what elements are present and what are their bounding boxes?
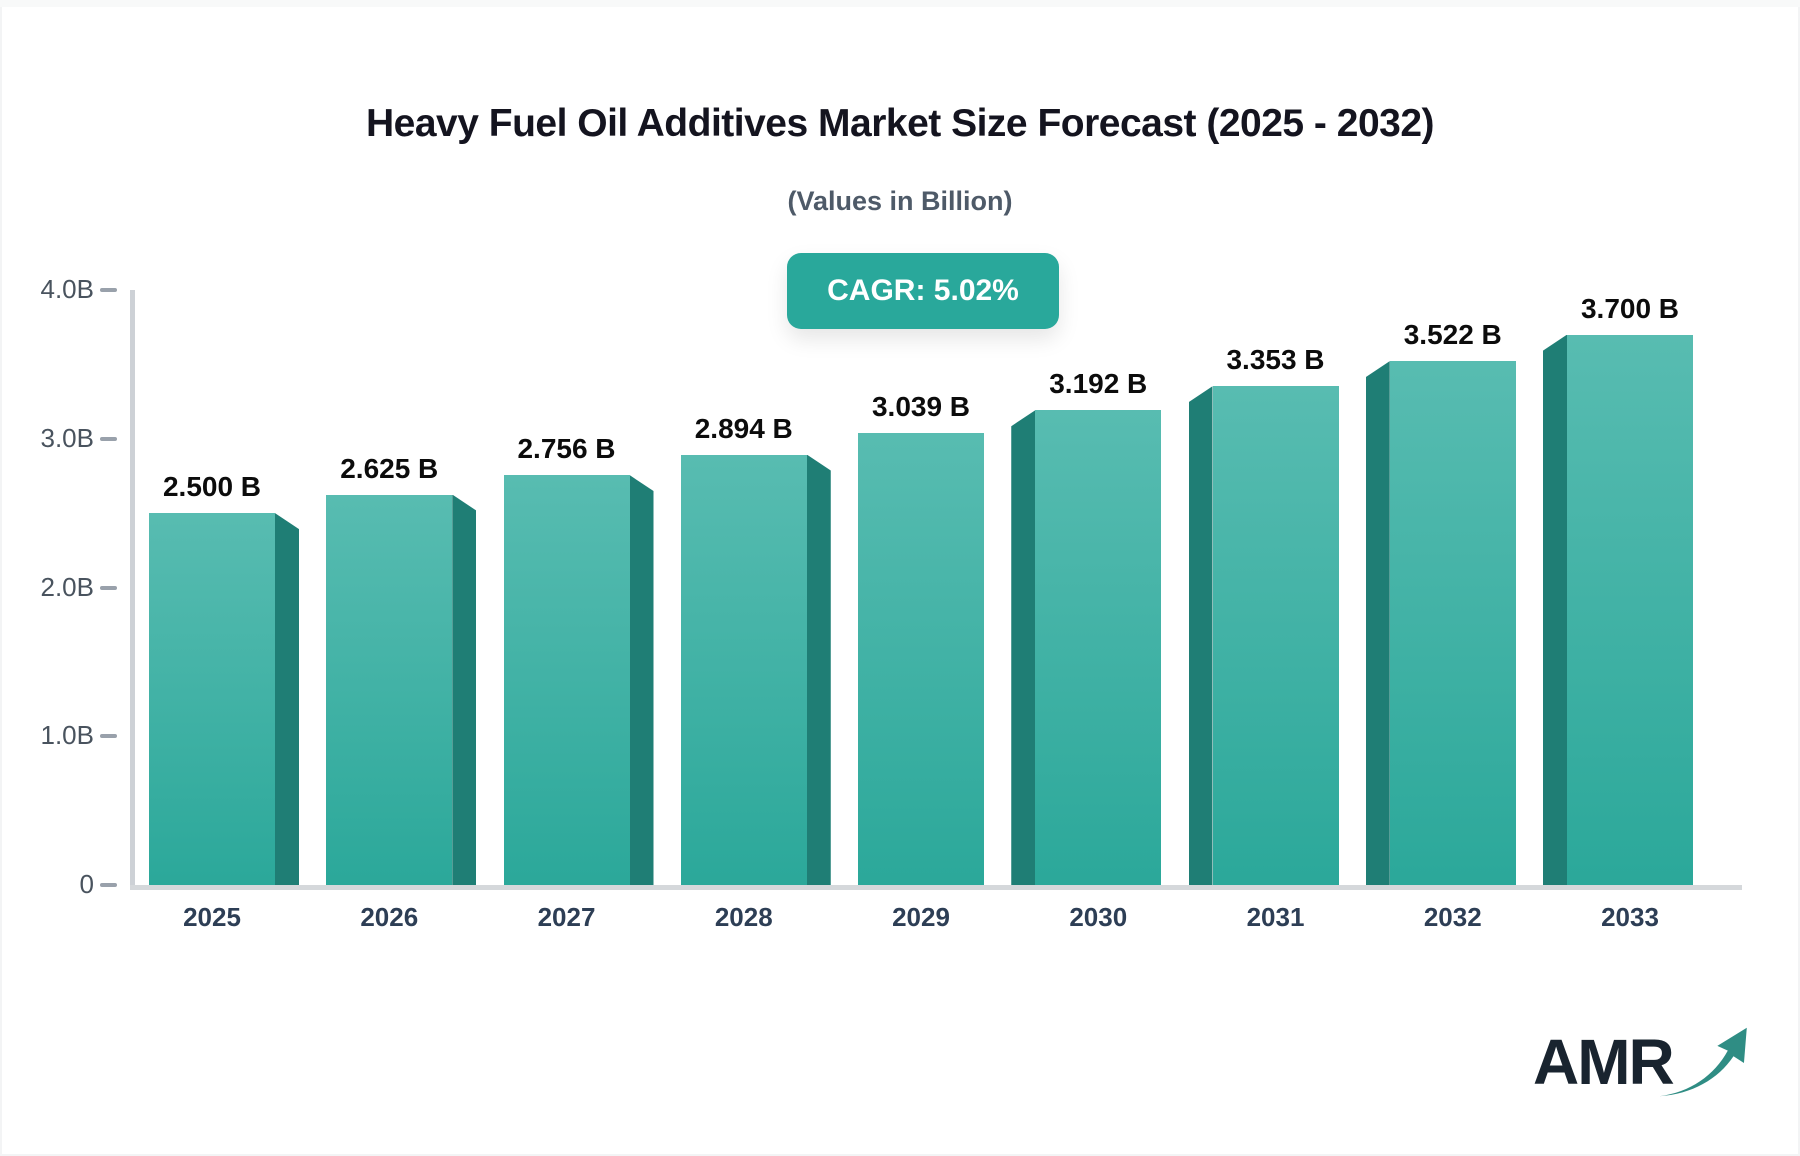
logo-text: AMR <box>1533 1026 1675 1098</box>
y-tick-mark <box>100 288 117 292</box>
bar-value-label: 3.039 B <box>871 390 971 422</box>
bar-face <box>503 475 630 885</box>
bar-value-label: 2.625 B <box>340 452 439 484</box>
y-tick-mark <box>100 734 117 739</box>
bar-face <box>858 432 984 885</box>
bar-side-face <box>275 513 299 885</box>
bar-side-face <box>1365 361 1390 885</box>
bar-2026: 2.625 B <box>326 453 477 885</box>
y-tick-label: 1.0B <box>40 720 95 751</box>
bar-2025: 2.500 B <box>149 471 299 885</box>
x-axis-label-2029: 2029 <box>892 902 950 932</box>
bar-value-label: 2.500 B <box>162 471 262 503</box>
bar-face <box>680 454 807 885</box>
y-tick-mark <box>100 436 117 441</box>
cagr-badge: CAGR: 5.02% <box>787 253 1059 329</box>
x-axis-label-2025: 2025 <box>183 902 241 932</box>
bar-value-label: 3.353 B <box>1226 344 1325 376</box>
logo: AMR <box>1533 1024 1753 1098</box>
y-tick-label: 2.0B <box>40 571 95 602</box>
chart-title: Heavy Fuel Oil Additives Market Size For… <box>365 102 1435 145</box>
bar-value-label: 2.756 B <box>517 433 616 465</box>
bar-side-face <box>1011 410 1036 885</box>
y-tick-label: 0 <box>79 869 94 899</box>
x-axis-label-2026: 2026 <box>360 902 419 932</box>
top-edge-strip <box>0 0 1800 7</box>
bar-face <box>1567 334 1693 885</box>
bar-2029: 3.039 B <box>858 391 984 885</box>
bar-face <box>1212 386 1339 885</box>
x-axis-label-2030: 2030 <box>1069 902 1128 932</box>
x-axis-label-2032: 2032 <box>1423 902 1482 932</box>
bar-2033: 3.700 B <box>1543 293 1693 885</box>
x-axis-label-2028: 2028 <box>714 902 773 932</box>
x-axis-label-2027: 2027 <box>537 902 596 932</box>
bar-value-label: 3.192 B <box>1049 368 1148 400</box>
y-tick-mark <box>100 883 117 887</box>
bar-face <box>326 494 453 885</box>
bar-face <box>149 513 275 885</box>
bar-side-face <box>1188 386 1213 885</box>
cagr-badge-label: CAGR: 5.02% <box>827 274 1019 307</box>
bar-value-label: 3.700 B <box>1580 292 1680 324</box>
x-axis-label-2031: 2031 <box>1246 902 1305 932</box>
bar-2031: 3.353 B <box>1188 344 1339 885</box>
bar-side-face <box>629 475 654 885</box>
bar-value-label: 2.894 B <box>694 412 793 444</box>
bar-side-face <box>1543 334 1567 885</box>
x-axis-label-2033: 2033 <box>1601 902 1659 932</box>
plot-area: 0 1.0B 2.0B 3.0B 4.0B 2.500 B 2.625 B 2.756 B 2… <box>41 274 1742 932</box>
chart-subtitle: (Values in Billion) <box>787 186 1013 216</box>
y-tick-mark <box>100 585 117 590</box>
bar-2028: 2.894 B <box>680 413 831 885</box>
bar-2027: 2.756 B <box>503 433 654 885</box>
bar-side-face <box>806 454 831 885</box>
logo-arrow-icon <box>1659 1027 1747 1097</box>
x-axis-line <box>130 885 1742 890</box>
bar-face <box>1035 410 1162 885</box>
bar-side-face <box>452 494 477 885</box>
bar-value-label: 3.522 B <box>1403 319 1502 351</box>
y-tick-label: 4.0B <box>40 274 95 304</box>
bar-2030: 3.192 B <box>1011 368 1162 885</box>
y-tick-label: 3.0B <box>40 422 95 453</box>
y-axis-line <box>130 290 135 885</box>
bar-2032: 3.522 B <box>1365 319 1516 885</box>
bar-face <box>1389 361 1516 885</box>
